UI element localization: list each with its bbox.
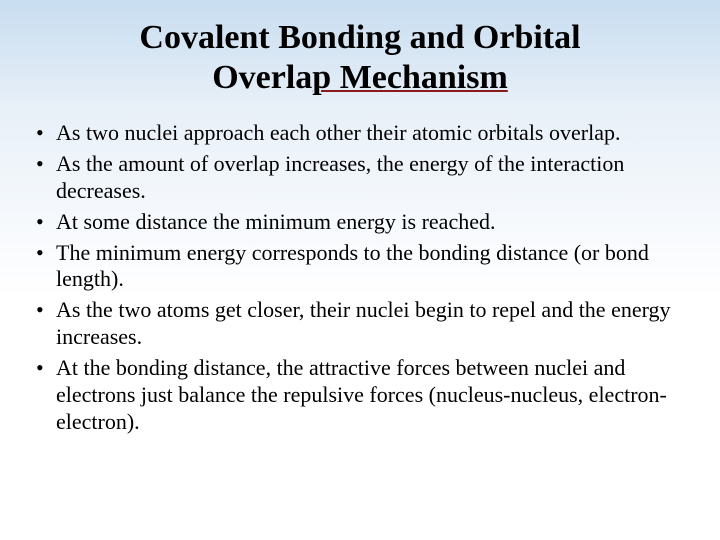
list-item: As the two atoms get closer, their nucle… [34,297,686,351]
list-item: As two nuclei approach each other their … [34,120,686,147]
slide-title: Covalent Bonding and Orbital Overlap Mec… [60,18,660,98]
list-item: At the bonding distance, the attractive … [34,355,686,435]
list-item: At some distance the minimum energy is r… [34,209,686,236]
title-line-1: Covalent Bonding and Orbital [139,19,580,56]
list-item: The minimum energy corresponds to the bo… [34,240,686,294]
bullet-text: As two nuclei approach each other their … [56,120,620,145]
slide: Covalent Bonding and Orbital Overlap Mec… [0,0,720,540]
title-line-2-underlined: p Mechanism [312,59,508,96]
bullet-text: As the amount of overlap increases, the … [56,151,624,203]
title-line-2-prefix: Overla [212,59,312,96]
bullet-text: The minimum energy corresponds to the bo… [56,240,649,292]
bullet-text: At some distance the minimum energy is r… [56,209,495,234]
bullet-text: At the bonding distance, the attractive … [56,355,667,434]
list-item: As the amount of overlap increases, the … [34,151,686,205]
bullet-list: As two nuclei approach each other their … [30,120,690,435]
bullet-text: As the two atoms get closer, their nucle… [56,297,671,349]
